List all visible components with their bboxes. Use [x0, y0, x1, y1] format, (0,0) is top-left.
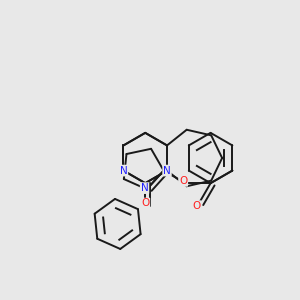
Text: O: O [193, 201, 201, 211]
Text: N: N [141, 183, 148, 193]
Text: N: N [120, 166, 127, 176]
Text: O: O [141, 199, 149, 208]
Text: O: O [179, 176, 187, 186]
Text: N: N [163, 166, 171, 176]
